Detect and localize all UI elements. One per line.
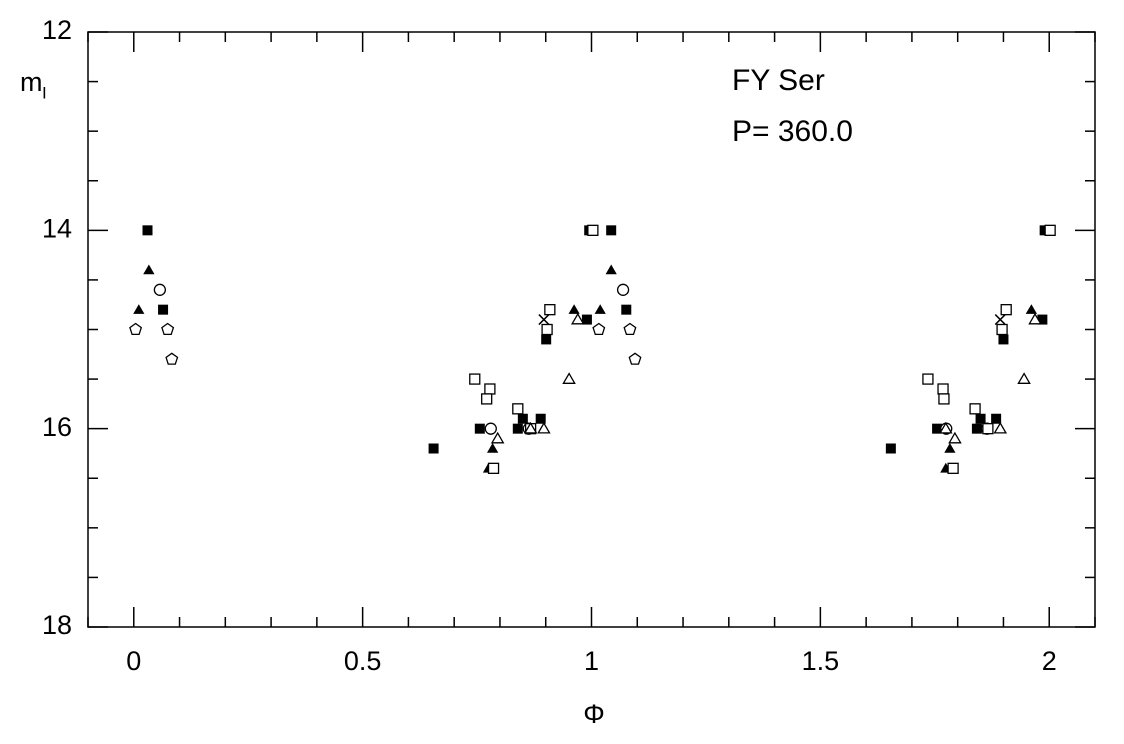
point bbox=[1028, 312, 1042, 325]
point bbox=[616, 283, 630, 296]
x-tick-label: 0 bbox=[126, 646, 141, 676]
point bbox=[969, 403, 981, 415]
point bbox=[158, 304, 169, 315]
point bbox=[570, 312, 585, 325]
point bbox=[938, 393, 950, 405]
point bbox=[428, 443, 439, 454]
y-tick-label: 18 bbox=[42, 610, 72, 640]
point bbox=[944, 443, 956, 453]
point bbox=[484, 422, 497, 435]
point bbox=[469, 373, 481, 385]
point bbox=[996, 323, 1008, 336]
point bbox=[922, 373, 934, 385]
point bbox=[541, 334, 552, 345]
point bbox=[947, 462, 959, 474]
point bbox=[994, 314, 1006, 326]
point bbox=[129, 322, 143, 336]
point bbox=[535, 413, 546, 424]
x-tick-label: 0.5 bbox=[344, 646, 382, 676]
y-axis-label-subscript: I bbox=[42, 83, 47, 102]
point bbox=[628, 352, 642, 365]
y-axis-label: m bbox=[20, 67, 43, 97]
point bbox=[562, 372, 576, 384]
point bbox=[621, 304, 632, 315]
y-tick-label: 14 bbox=[42, 213, 72, 243]
point bbox=[512, 423, 523, 434]
point bbox=[487, 443, 499, 453]
point bbox=[993, 421, 1008, 434]
point bbox=[885, 443, 896, 454]
point bbox=[481, 393, 493, 405]
point bbox=[568, 304, 580, 314]
point bbox=[490, 431, 505, 444]
point bbox=[538, 314, 550, 326]
y-tick-label: 12 bbox=[42, 15, 72, 45]
y-tick-label: 16 bbox=[42, 412, 72, 442]
x-axis-label: Φ bbox=[583, 699, 605, 729]
point bbox=[153, 283, 167, 296]
point bbox=[541, 323, 553, 336]
point bbox=[937, 383, 949, 395]
point bbox=[982, 423, 994, 435]
point bbox=[932, 423, 943, 434]
point bbox=[592, 322, 606, 336]
point bbox=[487, 462, 500, 474]
point bbox=[165, 352, 179, 365]
point bbox=[133, 304, 145, 314]
point bbox=[544, 304, 556, 316]
point bbox=[143, 264, 155, 275]
x-tick-label: 2 bbox=[1042, 646, 1057, 676]
point bbox=[587, 224, 599, 236]
point bbox=[623, 322, 637, 336]
point bbox=[998, 334, 1009, 345]
point bbox=[991, 413, 1002, 424]
point bbox=[975, 413, 986, 424]
point bbox=[484, 383, 496, 395]
point bbox=[948, 431, 962, 444]
point bbox=[517, 413, 528, 424]
point bbox=[474, 423, 485, 434]
point bbox=[1025, 304, 1037, 314]
x-tick-label: 1.5 bbox=[802, 646, 840, 676]
point bbox=[537, 421, 551, 434]
point bbox=[1000, 304, 1012, 316]
point bbox=[1037, 314, 1048, 325]
point bbox=[161, 322, 175, 336]
point bbox=[142, 225, 153, 236]
point bbox=[512, 403, 524, 415]
point bbox=[605, 264, 617, 275]
point bbox=[1044, 224, 1056, 236]
point bbox=[939, 421, 953, 434]
point bbox=[523, 421, 538, 434]
point bbox=[1017, 372, 1031, 384]
point bbox=[971, 423, 982, 434]
x-tick-label: 1 bbox=[584, 646, 599, 676]
plot-frame bbox=[87, 31, 1096, 628]
point bbox=[581, 314, 592, 325]
point bbox=[606, 225, 617, 236]
point bbox=[594, 304, 606, 314]
annotation: P= 360.0 bbox=[732, 115, 853, 148]
annotation: FY Ser bbox=[732, 64, 825, 97]
